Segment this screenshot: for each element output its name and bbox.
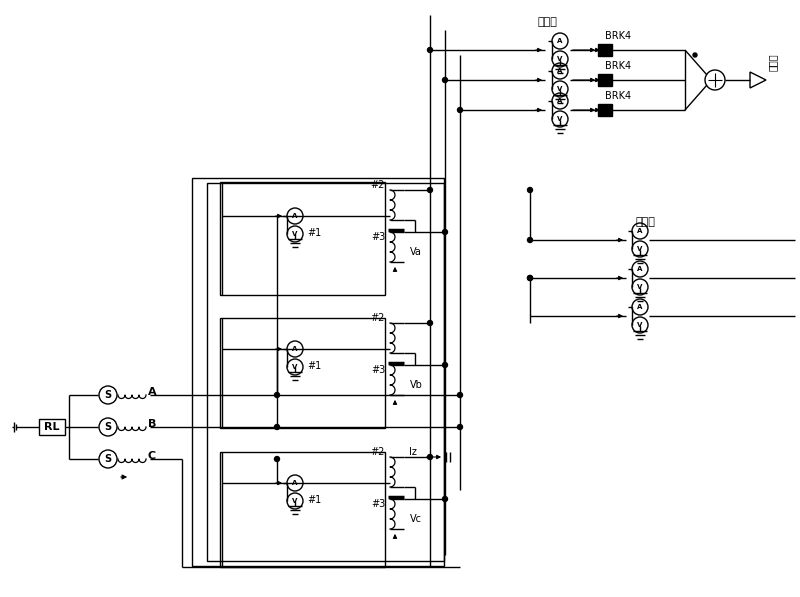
Text: #2: #2 [370,447,385,457]
Text: V: V [292,364,298,370]
Text: A: A [638,228,642,234]
Circle shape [527,275,533,281]
Circle shape [274,457,279,461]
Text: BRK4: BRK4 [605,61,631,71]
Text: A: A [292,480,298,486]
Circle shape [693,53,697,57]
Bar [598,104,612,116]
Text: Vb: Vb [410,380,423,390]
Text: Iz: Iz [409,447,417,457]
Bar [598,44,612,56]
Text: V: V [558,86,562,92]
Text: B: B [148,419,156,429]
Circle shape [527,238,533,242]
Text: 中压侧: 中压侧 [768,53,778,71]
Text: #3: #3 [370,365,385,375]
Text: S: S [105,390,111,400]
Text: V: V [558,56,562,62]
Text: A: A [558,98,562,104]
Text: A: A [638,266,642,272]
Text: S: S [105,422,111,432]
Text: #2: #2 [370,180,385,190]
Bar [220,452,385,567]
Text: S: S [105,454,111,464]
Circle shape [427,321,433,325]
Text: #3: #3 [370,232,385,242]
Text: BRK4: BRK4 [605,31,631,41]
Text: #2: #2 [370,313,385,323]
Text: A: A [558,68,562,74]
Circle shape [458,107,462,112]
Text: A: A [148,387,157,397]
Bar [220,182,385,295]
Circle shape [427,187,433,192]
Text: V: V [638,322,642,328]
Text: BRK4: BRK4 [605,91,631,101]
Text: 中压侧: 中压侧 [538,17,558,27]
Text: #1: #1 [307,361,322,371]
Text: A: A [558,38,562,44]
Text: V: V [292,231,298,237]
Circle shape [458,424,462,429]
Text: V: V [638,284,642,290]
Circle shape [274,424,279,429]
Circle shape [427,454,433,460]
Text: A: A [292,213,298,219]
Bar [39,419,65,435]
Text: #1: #1 [307,495,322,505]
Circle shape [527,187,533,192]
Bar [207,183,444,561]
Bar [192,178,444,566]
Circle shape [442,229,447,235]
Text: Va: Va [410,247,422,257]
Text: V: V [558,116,562,122]
Circle shape [442,78,447,82]
Text: Vc: Vc [410,514,422,524]
Circle shape [427,48,433,53]
Circle shape [442,497,447,501]
Circle shape [527,275,533,281]
Circle shape [458,392,462,398]
Circle shape [274,392,279,398]
Text: V: V [292,498,298,504]
Text: A: A [638,304,642,310]
Bar [598,74,612,86]
Text: V: V [638,246,642,252]
Text: A: A [292,346,298,352]
Text: #3: #3 [370,499,385,509]
Bar [220,318,385,428]
Text: RL: RL [44,422,60,432]
Text: #1: #1 [307,228,322,238]
Text: 低压侧: 低压侧 [635,217,655,227]
Text: C: C [148,451,156,461]
Circle shape [442,362,447,368]
